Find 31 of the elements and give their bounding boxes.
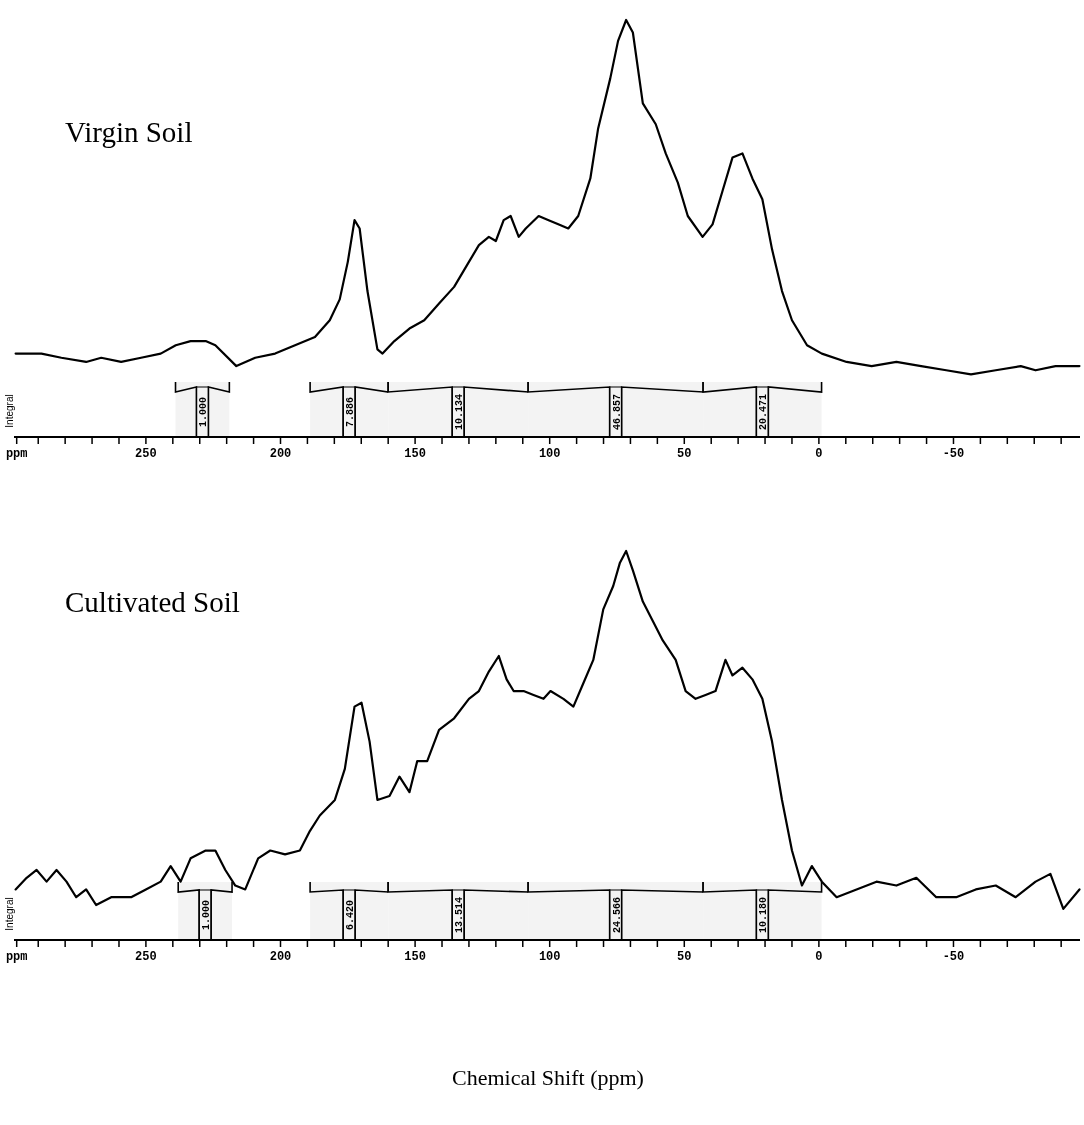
band-label: 20.471	[758, 393, 770, 431]
x-tick-label: 200	[269, 950, 292, 964]
band-label: 6.420	[345, 899, 357, 931]
x-tick-label: 0	[815, 447, 823, 461]
x-tick-label: 150	[404, 447, 426, 461]
band-label: 7.886	[345, 396, 357, 428]
band-label: 46.857	[611, 393, 623, 431]
annotation: Integral	[4, 897, 15, 931]
band-label: 10.134	[454, 393, 466, 431]
text: Cultivated Soil	[65, 586, 240, 618]
band-label: 10.180	[758, 896, 770, 934]
x-tick-label: 0	[815, 950, 823, 964]
x-tick-label: 100	[538, 447, 561, 461]
band-label: 1.000	[198, 396, 210, 428]
band-label: 24.566	[611, 896, 623, 934]
x-axis-title: Chemical Shift (ppm)	[452, 1065, 644, 1090]
x-tick-label: ppm	[5, 950, 28, 964]
x-tick-label: 250	[135, 447, 157, 461]
x-tick-label: 200	[269, 447, 292, 461]
text: Virgin Soil	[65, 116, 193, 148]
x-tick-label: 250	[135, 950, 157, 964]
annotation: Integral	[4, 394, 15, 428]
x-tick-label: 100	[538, 950, 561, 964]
x-tick-label: 150	[404, 950, 426, 964]
band-label: 13.514	[454, 896, 466, 934]
x-tick-label: 50	[677, 447, 692, 461]
band-label: 1.000	[201, 899, 213, 931]
x-tick-label: ppm	[5, 447, 28, 461]
x-tick-label: -50	[942, 447, 965, 461]
x-tick-label: -50	[942, 950, 965, 964]
x-tick-label: 50	[677, 950, 692, 964]
